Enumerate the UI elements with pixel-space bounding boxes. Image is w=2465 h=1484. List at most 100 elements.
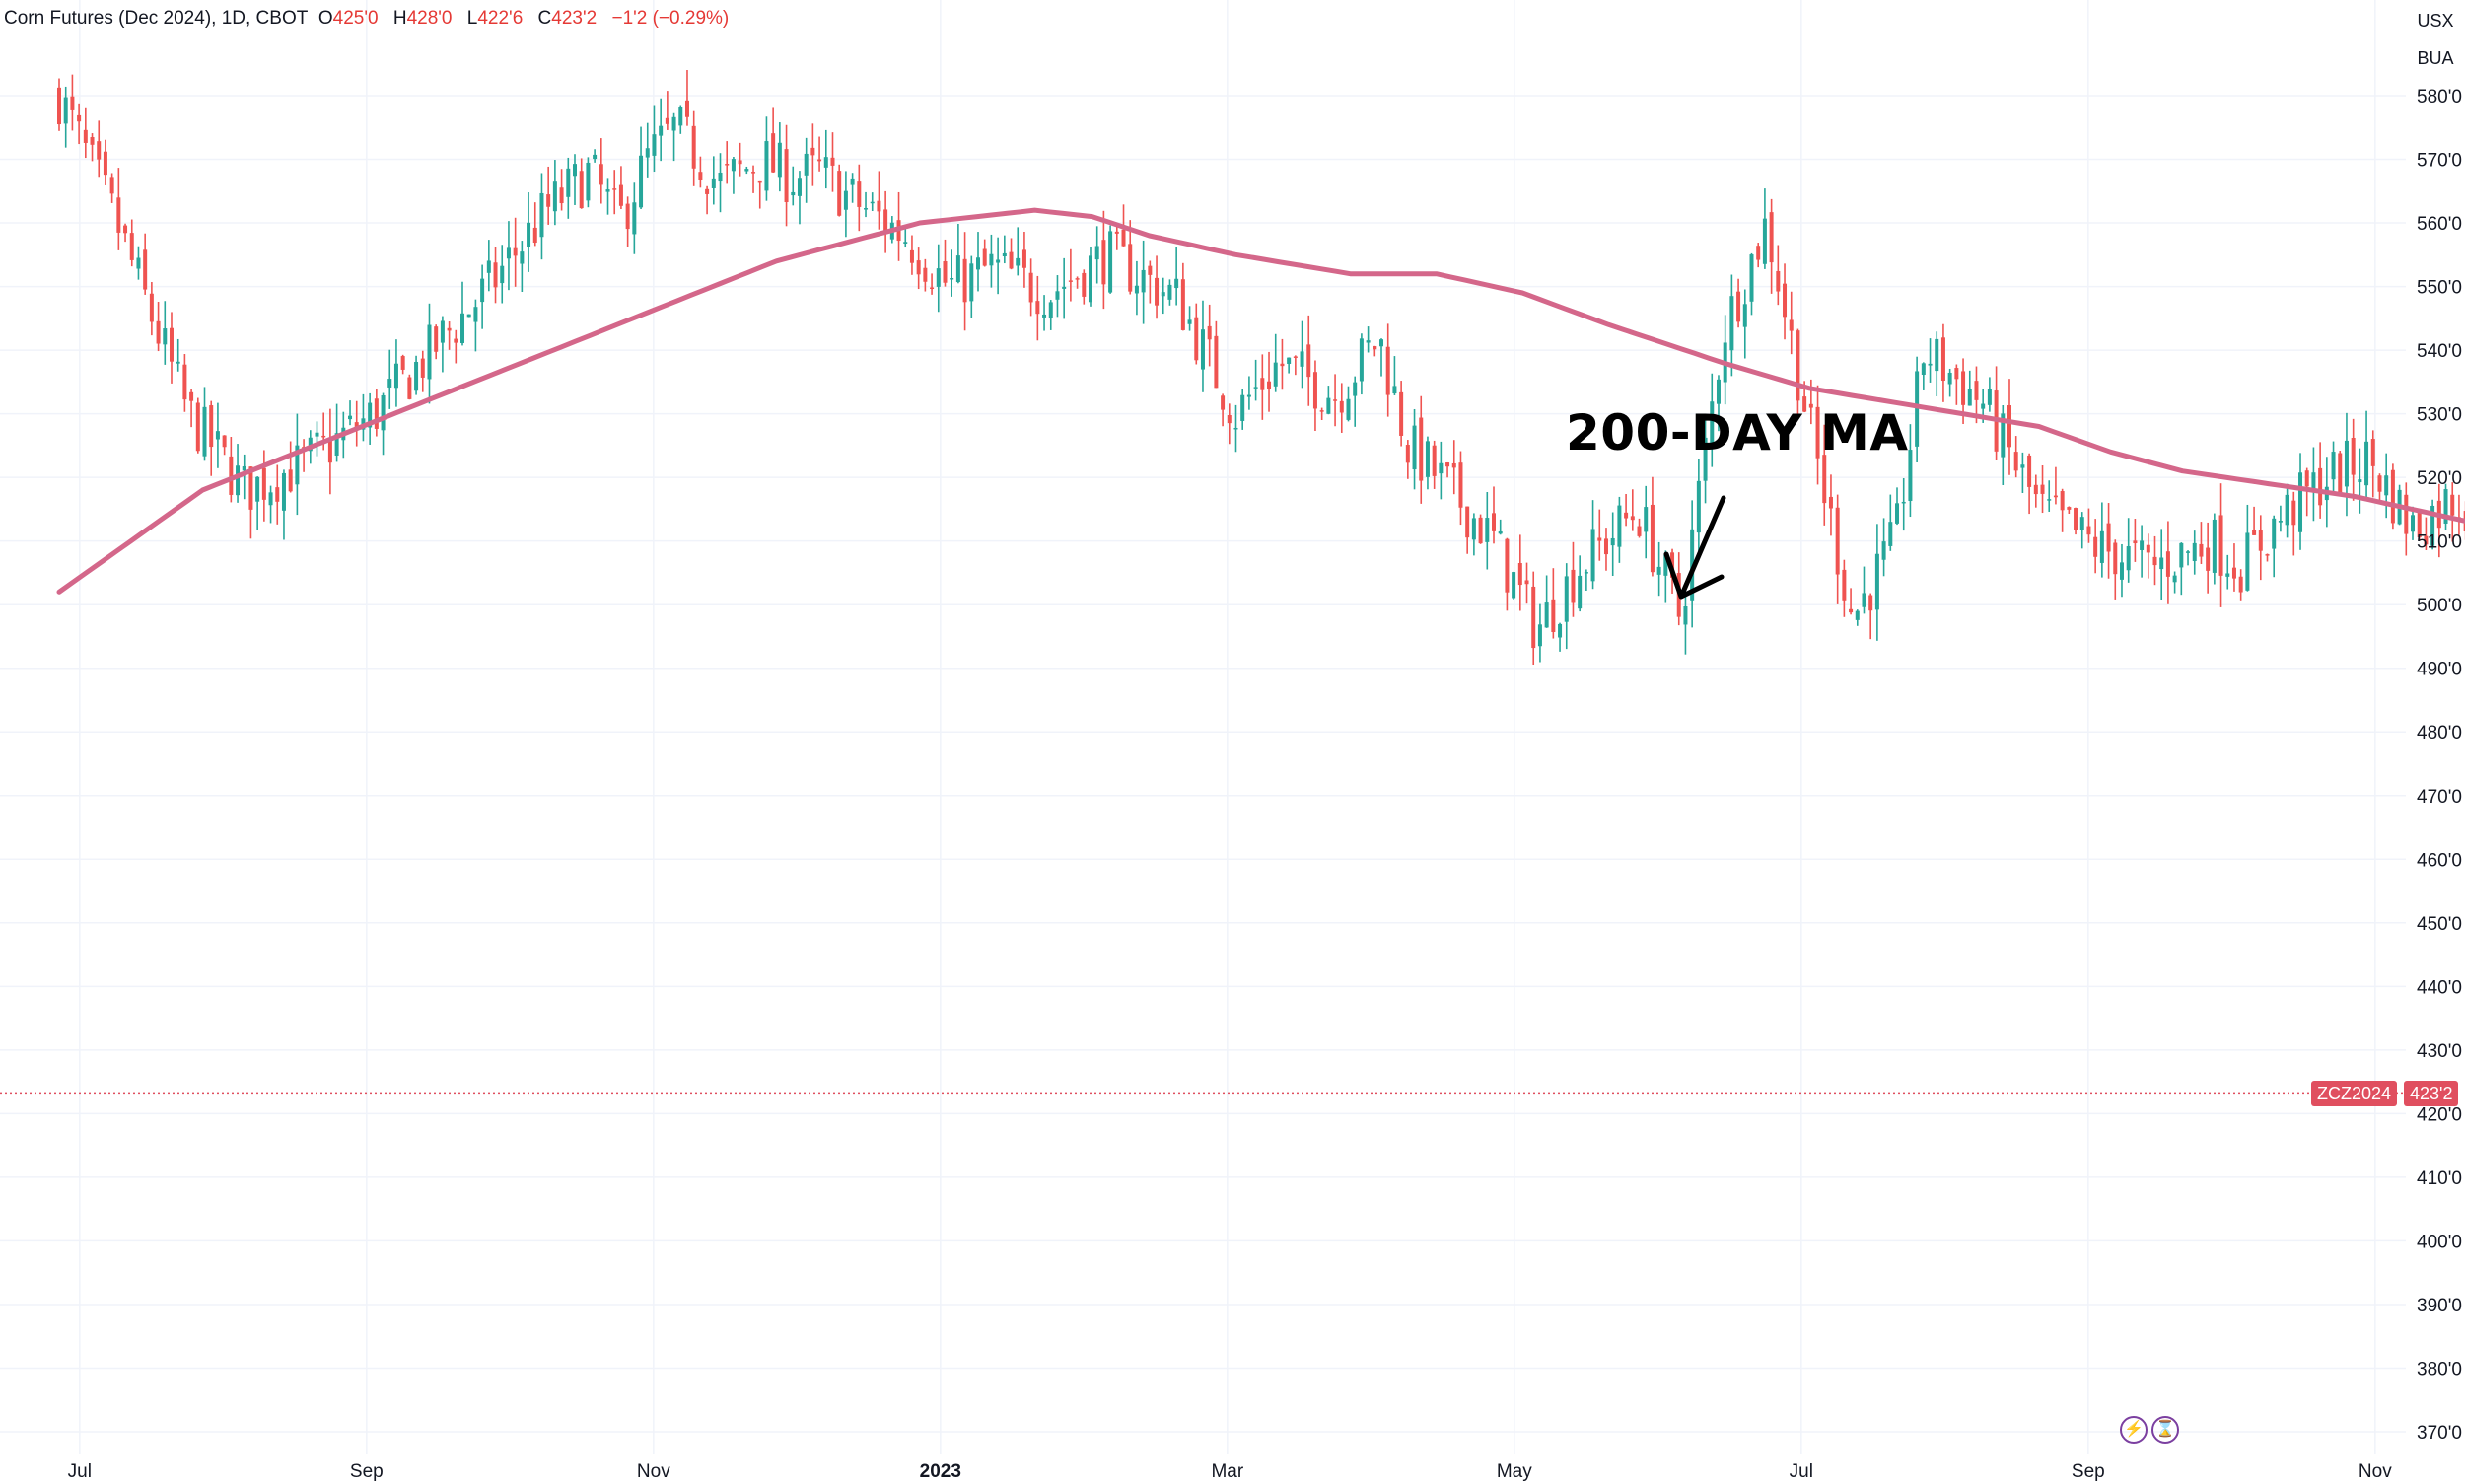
candle-body — [1915, 371, 1920, 447]
candle-body — [334, 433, 339, 456]
candle-body — [817, 159, 822, 162]
candle-body — [1716, 379, 1721, 404]
candle-body — [1194, 317, 1199, 361]
candle-body — [864, 208, 869, 210]
candle-body — [698, 172, 703, 180]
candle-body — [837, 171, 842, 216]
candle-body — [2225, 573, 2230, 577]
candle-body — [2344, 440, 2349, 487]
candle-body — [857, 181, 862, 207]
price-axis[interactable]: 370'0 380'0 390'0 400'0 410'0 420'0 430'0 440'0… — [2417, 87, 2462, 1444]
candle-body — [1028, 272, 1033, 303]
candle-body — [407, 377, 412, 399]
y-tick-label: 470'0 — [2417, 787, 2462, 808]
candle-body — [1736, 291, 1741, 322]
candle-body — [1471, 518, 1476, 540]
candle-body — [261, 467, 266, 500]
candle-body — [1207, 325, 1212, 340]
candle-body — [989, 253, 994, 266]
lightning-icon[interactable]: ⚡ — [2120, 1416, 2148, 1444]
x-tick-label: Nov — [637, 1461, 670, 1482]
candle-body — [797, 178, 802, 196]
candle-body — [1273, 362, 1278, 387]
candle-body — [1603, 538, 1608, 555]
candle-body — [1280, 363, 1285, 367]
candle-body — [1928, 363, 1933, 366]
high-value: 428'0 — [406, 8, 453, 29]
candle-body — [2113, 542, 2118, 575]
candle-body — [718, 172, 723, 182]
candle-body — [2291, 500, 2296, 526]
candle-body — [1174, 278, 1179, 289]
candle-body — [2443, 489, 2448, 524]
close-value: 423'2 — [551, 8, 598, 29]
candle-body — [1769, 212, 1774, 263]
candle-body — [1445, 462, 1450, 467]
candle-body — [1663, 554, 1668, 576]
candle-body — [1042, 314, 1047, 318]
candle-body — [2001, 413, 2006, 458]
candle-body — [136, 257, 141, 269]
candle-body — [943, 261, 948, 283]
hourglass-icon[interactable]: ⌛ — [2151, 1416, 2179, 1444]
candle-body — [1564, 576, 1569, 622]
candle-body — [195, 402, 200, 452]
candle-body — [2390, 469, 2395, 524]
candle-body — [1101, 240, 1106, 285]
candle-body — [57, 87, 61, 125]
candle-body — [599, 164, 603, 185]
candle-body — [368, 402, 373, 428]
annotation-arrow — [1663, 495, 1726, 600]
candle-body — [923, 267, 928, 282]
candle-body — [2067, 507, 2072, 510]
candle-body — [163, 328, 168, 345]
candle-body — [1385, 346, 1390, 395]
candle-body — [400, 356, 405, 370]
candle-body — [843, 190, 848, 210]
currency-button[interactable]: USX — [2408, 4, 2463, 37]
candle-body — [1789, 319, 1794, 331]
candle-body — [1187, 319, 1192, 324]
candle-body — [2060, 491, 2065, 511]
candle-body — [930, 287, 935, 290]
candle-body — [1742, 304, 1747, 327]
candle-body — [1114, 231, 1119, 234]
candle-body — [791, 191, 796, 196]
candle-body — [2278, 521, 2283, 523]
time-axis[interactable]: JulSepNov2023MarMayJulSepNov2024MarMayJu… — [68, 1461, 2465, 1482]
candle-body — [1710, 401, 1715, 445]
candle-body — [1267, 381, 1272, 389]
candle-body — [645, 148, 650, 158]
candle-body — [1961, 371, 1966, 405]
candle-body — [1399, 391, 1404, 436]
y-tick-label: 520'0 — [2417, 468, 2462, 489]
candle-body — [2212, 519, 2217, 573]
candle-body — [1981, 403, 1986, 409]
candle-body — [2377, 475, 2382, 492]
x-tick-label: Sep — [350, 1461, 384, 1482]
unit-button[interactable]: BUA — [2408, 41, 2463, 75]
y-tick-label: 550'0 — [2417, 278, 2462, 299]
candle-body — [2450, 494, 2455, 516]
candle-body — [1974, 381, 1979, 400]
candle-body — [659, 125, 664, 136]
candle-body — [2417, 512, 2422, 537]
candle-body — [2318, 467, 2323, 506]
candle-body — [1558, 623, 1563, 638]
candle-body — [143, 249, 148, 290]
candle-body — [2192, 542, 2197, 561]
candle-body — [1703, 437, 1708, 481]
candle-body — [1940, 337, 1945, 382]
candle-body — [348, 415, 353, 420]
x-tick-label: 2023 — [920, 1461, 961, 1482]
candle-body — [744, 169, 749, 172]
candle-body — [976, 257, 981, 270]
candle-body — [1035, 301, 1040, 315]
candle-body — [90, 137, 95, 145]
candle-body — [1221, 395, 1226, 410]
candle-body — [1908, 450, 1913, 501]
candle-body — [1214, 335, 1219, 389]
candle-body — [2298, 472, 2303, 532]
candle-body — [2231, 567, 2236, 579]
